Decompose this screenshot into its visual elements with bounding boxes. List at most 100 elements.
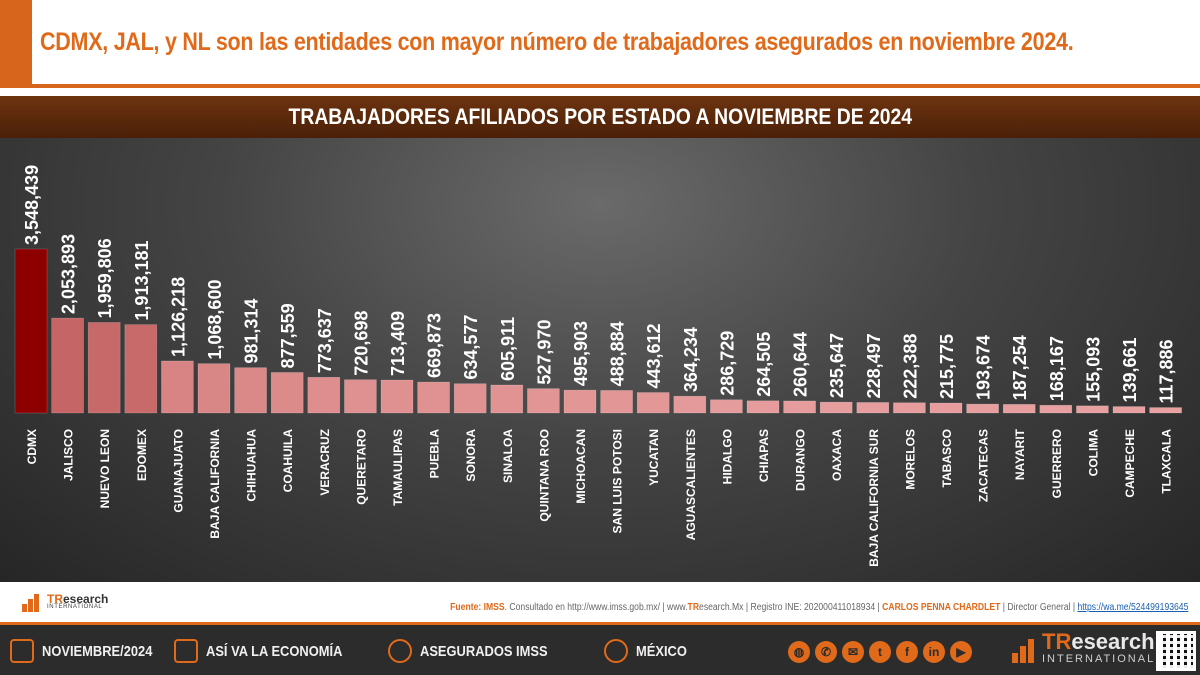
logo-large-brand-highlight: TR [1042, 629, 1072, 654]
source-site-prefix: | www. [659, 602, 688, 613]
source-registry: | Registro INE: 202000411018934 | [743, 602, 882, 613]
linkedin-icon[interactable]: in [923, 641, 945, 663]
footer-section: ASÍ VA LA ECONOMÍA [174, 639, 365, 663]
value-label: 260,644 [791, 332, 811, 397]
category-label: CHIHUAHUA [245, 429, 259, 502]
source-consulted: . Consultado en http://www.imss.gob.mx/ [504, 602, 660, 613]
bar-edomex [124, 324, 158, 414]
category-label: PUEBLA [428, 429, 442, 479]
category-label: OAXACA [830, 429, 844, 481]
value-label: 193,674 [974, 335, 994, 400]
bar-oaxaca [819, 401, 853, 414]
value-label: 187,254 [1010, 335, 1030, 400]
headline-box: CDMX, JAL, y NL son las entidades con ma… [32, 0, 1200, 84]
source-director: CARLOS PENNA CHARDLET [881, 602, 1000, 613]
category-label: DURANGO [794, 429, 808, 491]
footer-topic: ASEGURADOS IMSS [388, 639, 568, 663]
twitter-icon[interactable]: t [869, 641, 891, 663]
top-frame: CDMX, JAL, y NL son las entidades con ma… [0, 0, 1200, 88]
value-label: 117,886 [1157, 339, 1177, 403]
bar-tlaxcala [1149, 407, 1182, 414]
bar-chart: 3,548,439 CDMX 2,053,893 JALISCO 1,959,806 NU… [14, 165, 1182, 567]
location-pin-icon [604, 639, 628, 663]
bar-colima [1076, 405, 1109, 414]
source-director-title: | Director General | [999, 602, 1078, 613]
bar-jalisco [51, 317, 84, 414]
value-label: 1,913,181 [132, 240, 152, 320]
qr-code-icon[interactable] [1156, 631, 1196, 671]
source-org: IMSS [483, 602, 505, 613]
bar-durango [783, 400, 816, 414]
category-label: TLAXCALA [1160, 429, 1174, 494]
category-label: SONORA [464, 429, 478, 482]
value-label: 1,126,218 [168, 277, 188, 357]
bar-sonora [453, 383, 487, 414]
insured-workers-icon [388, 639, 412, 663]
value-label: 877,559 [278, 303, 298, 368]
value-label: 168,167 [1047, 336, 1067, 401]
youtube-icon[interactable]: ▶ [950, 641, 972, 663]
facebook-icon[interactable]: f [896, 641, 918, 663]
category-label: TAMAULIPAS [391, 429, 405, 506]
category-label: YUCATAN [647, 429, 661, 486]
value-label: 488,884 [608, 321, 628, 386]
source-label: Fuente: [449, 602, 481, 613]
category-label: QUINTANA ROO [537, 429, 551, 522]
footer-country: MÉXICO [604, 639, 695, 663]
value-label: 3,548,439 [22, 165, 42, 245]
logo-brand-rest: esearch [63, 592, 109, 606]
category-label: CAMPECHE [1123, 429, 1137, 498]
bar-baja-california [197, 363, 231, 414]
category-label: COAHUILA [281, 429, 295, 493]
footer-topic-label: ASEGURADOS IMSS [420, 642, 548, 660]
email-icon[interactable]: ✉ [842, 641, 864, 663]
bar-cdmx [14, 248, 48, 414]
category-label: SAN LUIS POTOSI [611, 429, 625, 533]
bar-hidalgo [710, 399, 743, 414]
value-label: 443,612 [644, 323, 664, 388]
value-label: 634,577 [461, 315, 481, 380]
logo-large-brand-rest: esearch [1071, 629, 1155, 654]
category-label: QUERETARO [354, 429, 368, 505]
economy-chart-icon [174, 639, 198, 663]
value-label: 222,388 [900, 334, 920, 399]
bar-coahuila [270, 372, 304, 414]
value-label: 155,093 [1083, 337, 1103, 402]
calendar-icon [10, 639, 34, 663]
social-icons: ◍ ✆ ✉ t f in ▶ [788, 641, 972, 663]
category-label: NAYARIT [1013, 428, 1027, 480]
category-label: BAJA CALIFORNIA [208, 429, 222, 539]
bar-zacatecas [966, 403, 999, 414]
logo-bars-large-icon [1012, 635, 1040, 663]
chart-title: TRABAJADORES AFILIADOS POR ESTADO A NOVI… [288, 104, 912, 129]
category-label: JALISCO [62, 429, 76, 481]
value-label: 527,970 [534, 320, 554, 385]
footer-date-label: NOVIEMBRE/2024 [42, 642, 153, 660]
value-label: 605,911 [498, 317, 518, 381]
bar-quintana-roo [527, 388, 560, 414]
value-label: 1,959,806 [95, 238, 115, 318]
bar-baja-california-sur [856, 402, 890, 414]
footer-bar: NOVIEMBRE/2024 ASÍ VA LA ECONOMÍA ASEGUR… [0, 622, 1200, 675]
value-label: 286,729 [717, 331, 737, 396]
category-label: AGUASCALIENTES [684, 429, 698, 540]
category-label: CHIAPAS [757, 429, 771, 482]
bar-campeche [1112, 406, 1146, 414]
logo-bars-icon [22, 592, 44, 612]
bar-chiapas [746, 400, 780, 414]
whatsapp-link[interactable]: https://wa.me/524499193645 [1077, 602, 1188, 613]
whatsapp-icon[interactable]: ✆ [815, 641, 837, 663]
category-label: EDOMEX [135, 429, 149, 481]
value-label: 235,647 [827, 333, 847, 398]
category-label: MICHOACAN [574, 429, 588, 504]
globe-icon[interactable]: ◍ [788, 641, 810, 663]
value-label: 669,873 [425, 313, 445, 378]
logo-subtitle: INTERNATIONAL [47, 604, 103, 610]
bar-yucatan [636, 392, 670, 414]
category-label: NUEVO LEON [98, 429, 112, 508]
bar-sinaloa [490, 384, 524, 414]
bar-veracruz [307, 376, 341, 414]
bar-tamaulipas [380, 379, 414, 414]
bar-guerrero [1039, 404, 1073, 414]
category-label: VERACRUZ [318, 429, 332, 496]
